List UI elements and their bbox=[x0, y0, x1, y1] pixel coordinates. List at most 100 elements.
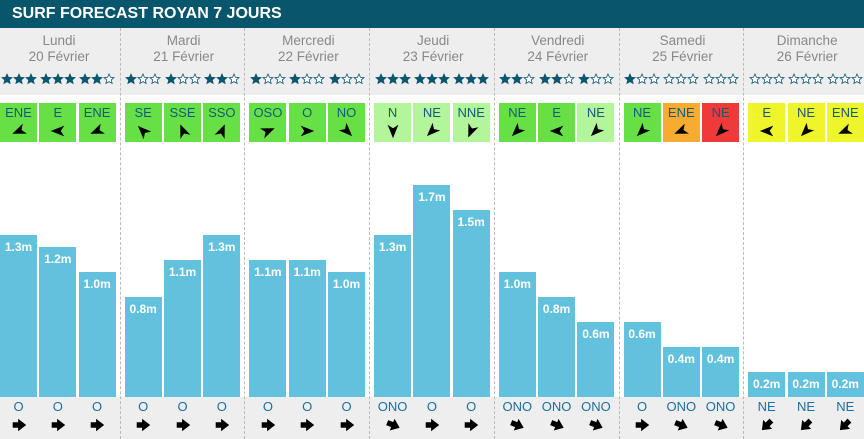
star-empty-icon bbox=[702, 73, 715, 85]
star-empty-icon bbox=[589, 73, 602, 85]
star-rating bbox=[748, 73, 785, 85]
wind-direction-label: NO bbox=[336, 105, 357, 120]
wave-height-label: 1.0m bbox=[332, 277, 361, 291]
swell-arrow-icon bbox=[761, 418, 774, 431]
wind-arrow-icon bbox=[800, 122, 815, 137]
wind-box: O bbox=[288, 103, 326, 142]
swell-arrow-icon bbox=[51, 418, 65, 432]
swell-arrow-icon bbox=[176, 418, 190, 432]
star-filled-icon bbox=[511, 73, 524, 85]
wind-arrow-icon bbox=[179, 124, 190, 139]
swell-arrow-icon bbox=[800, 418, 813, 431]
day-date: 26 Février bbox=[776, 49, 838, 64]
wind-box: E bbox=[748, 103, 786, 142]
day-header-band bbox=[0, 28, 864, 95]
swell-arrow-icon bbox=[840, 418, 852, 431]
wind-direction-label: ENE bbox=[5, 105, 32, 120]
star-filled-icon bbox=[91, 73, 104, 85]
star-filled-icon bbox=[577, 73, 590, 85]
wind-box: ENE bbox=[662, 103, 700, 142]
star-empty-icon bbox=[760, 73, 773, 85]
swell-direction: O bbox=[0, 399, 37, 434]
wave-height-bar: 1.0m bbox=[498, 272, 536, 397]
swell-direction: ONO bbox=[499, 399, 536, 434]
wind-box: SE bbox=[124, 103, 162, 142]
wind-direction-label: NE bbox=[711, 105, 730, 120]
star-rating bbox=[702, 73, 739, 85]
star-filled-icon bbox=[249, 73, 262, 85]
swell-direction-label: O bbox=[92, 399, 103, 414]
star-filled-icon bbox=[374, 73, 387, 85]
star-empty-icon bbox=[687, 73, 700, 85]
swell-direction-label: ONO bbox=[666, 399, 697, 414]
star-filled-icon bbox=[437, 73, 450, 85]
star-rating bbox=[328, 73, 365, 85]
wind-box: NE bbox=[577, 103, 615, 142]
column-separator bbox=[618, 28, 620, 439]
star-filled-icon bbox=[477, 73, 490, 85]
wind-box: N bbox=[374, 103, 412, 142]
star-rating bbox=[39, 73, 76, 85]
wind-box: NE bbox=[498, 103, 536, 142]
star-filled-icon bbox=[203, 73, 216, 85]
star-empty-icon bbox=[839, 73, 852, 85]
wind-box: ENE bbox=[0, 103, 37, 142]
wave-height-bar: 1.0m bbox=[328, 272, 365, 397]
wave-height-bar: 0.8m bbox=[538, 297, 576, 397]
day-header: Mercredi 22 Février bbox=[248, 33, 368, 65]
swell-direction: O bbox=[203, 399, 240, 434]
swell-arrow-icon bbox=[549, 418, 564, 431]
swell-direction: O bbox=[413, 399, 450, 434]
wind-arrow-icon bbox=[759, 125, 773, 137]
swell-direction: O bbox=[453, 399, 490, 434]
star-empty-icon bbox=[663, 73, 676, 85]
star-filled-icon bbox=[289, 73, 302, 85]
swell-direction: O bbox=[249, 399, 286, 434]
star-empty-icon bbox=[103, 73, 116, 85]
star-empty-icon bbox=[636, 73, 648, 85]
wave-height-bar: 1.3m bbox=[203, 234, 241, 397]
wind-direction-label: OSO bbox=[253, 105, 283, 120]
star-rating bbox=[249, 73, 286, 85]
swell-arrow-icon bbox=[12, 418, 26, 432]
wave-height-bar: 1.3m bbox=[0, 234, 37, 397]
swell-direction: O bbox=[79, 399, 116, 434]
wave-height-bar: 0.2m bbox=[787, 372, 825, 397]
day-date: 24 Février bbox=[527, 49, 589, 64]
day-header: Mardi 21 Février bbox=[124, 33, 244, 65]
swell-band bbox=[0, 397, 864, 439]
wind-direction-label: NE bbox=[508, 105, 527, 120]
wave-height-label: 1.3m bbox=[208, 239, 236, 254]
wind-box: NE bbox=[413, 103, 451, 142]
swell-direction-label: O bbox=[52, 399, 63, 414]
swell-direction-label: NE bbox=[757, 399, 776, 414]
wind-direction-label: E bbox=[552, 105, 561, 120]
wind-box: NO bbox=[328, 103, 365, 142]
wave-height-label: 0.4m bbox=[667, 352, 695, 366]
swell-direction-label: NE bbox=[836, 399, 855, 414]
star-empty-icon bbox=[726, 73, 739, 85]
star-empty-icon bbox=[523, 73, 536, 85]
swell-arrow-icon bbox=[340, 418, 354, 432]
star-filled-icon bbox=[51, 73, 64, 85]
day-date: 22 Février bbox=[278, 49, 339, 64]
day-name: Lundi bbox=[42, 33, 76, 48]
wind-arrow-icon bbox=[387, 124, 398, 139]
star-rating bbox=[577, 73, 614, 85]
swell-direction-label: O bbox=[138, 399, 149, 414]
wave-height-bar: 1.1m bbox=[249, 259, 287, 397]
wave-height-label: 0.8m bbox=[129, 302, 157, 316]
wave-height-label: 1.3m bbox=[4, 239, 33, 254]
star-rating bbox=[624, 73, 661, 85]
star-empty-icon bbox=[176, 73, 189, 85]
star-filled-icon bbox=[164, 73, 177, 85]
star-filled-icon bbox=[215, 73, 228, 85]
star-empty-icon bbox=[149, 73, 162, 85]
star-rating bbox=[289, 73, 326, 85]
page-title: SURF FORECAST ROYAN 7 JOURS bbox=[0, 0, 864, 28]
wind-direction-label: ENE bbox=[667, 105, 695, 120]
star-rating bbox=[125, 73, 162, 85]
wind-box: NNE bbox=[452, 103, 490, 142]
swell-arrow-icon bbox=[215, 418, 229, 432]
swell-direction: NE bbox=[827, 399, 864, 434]
